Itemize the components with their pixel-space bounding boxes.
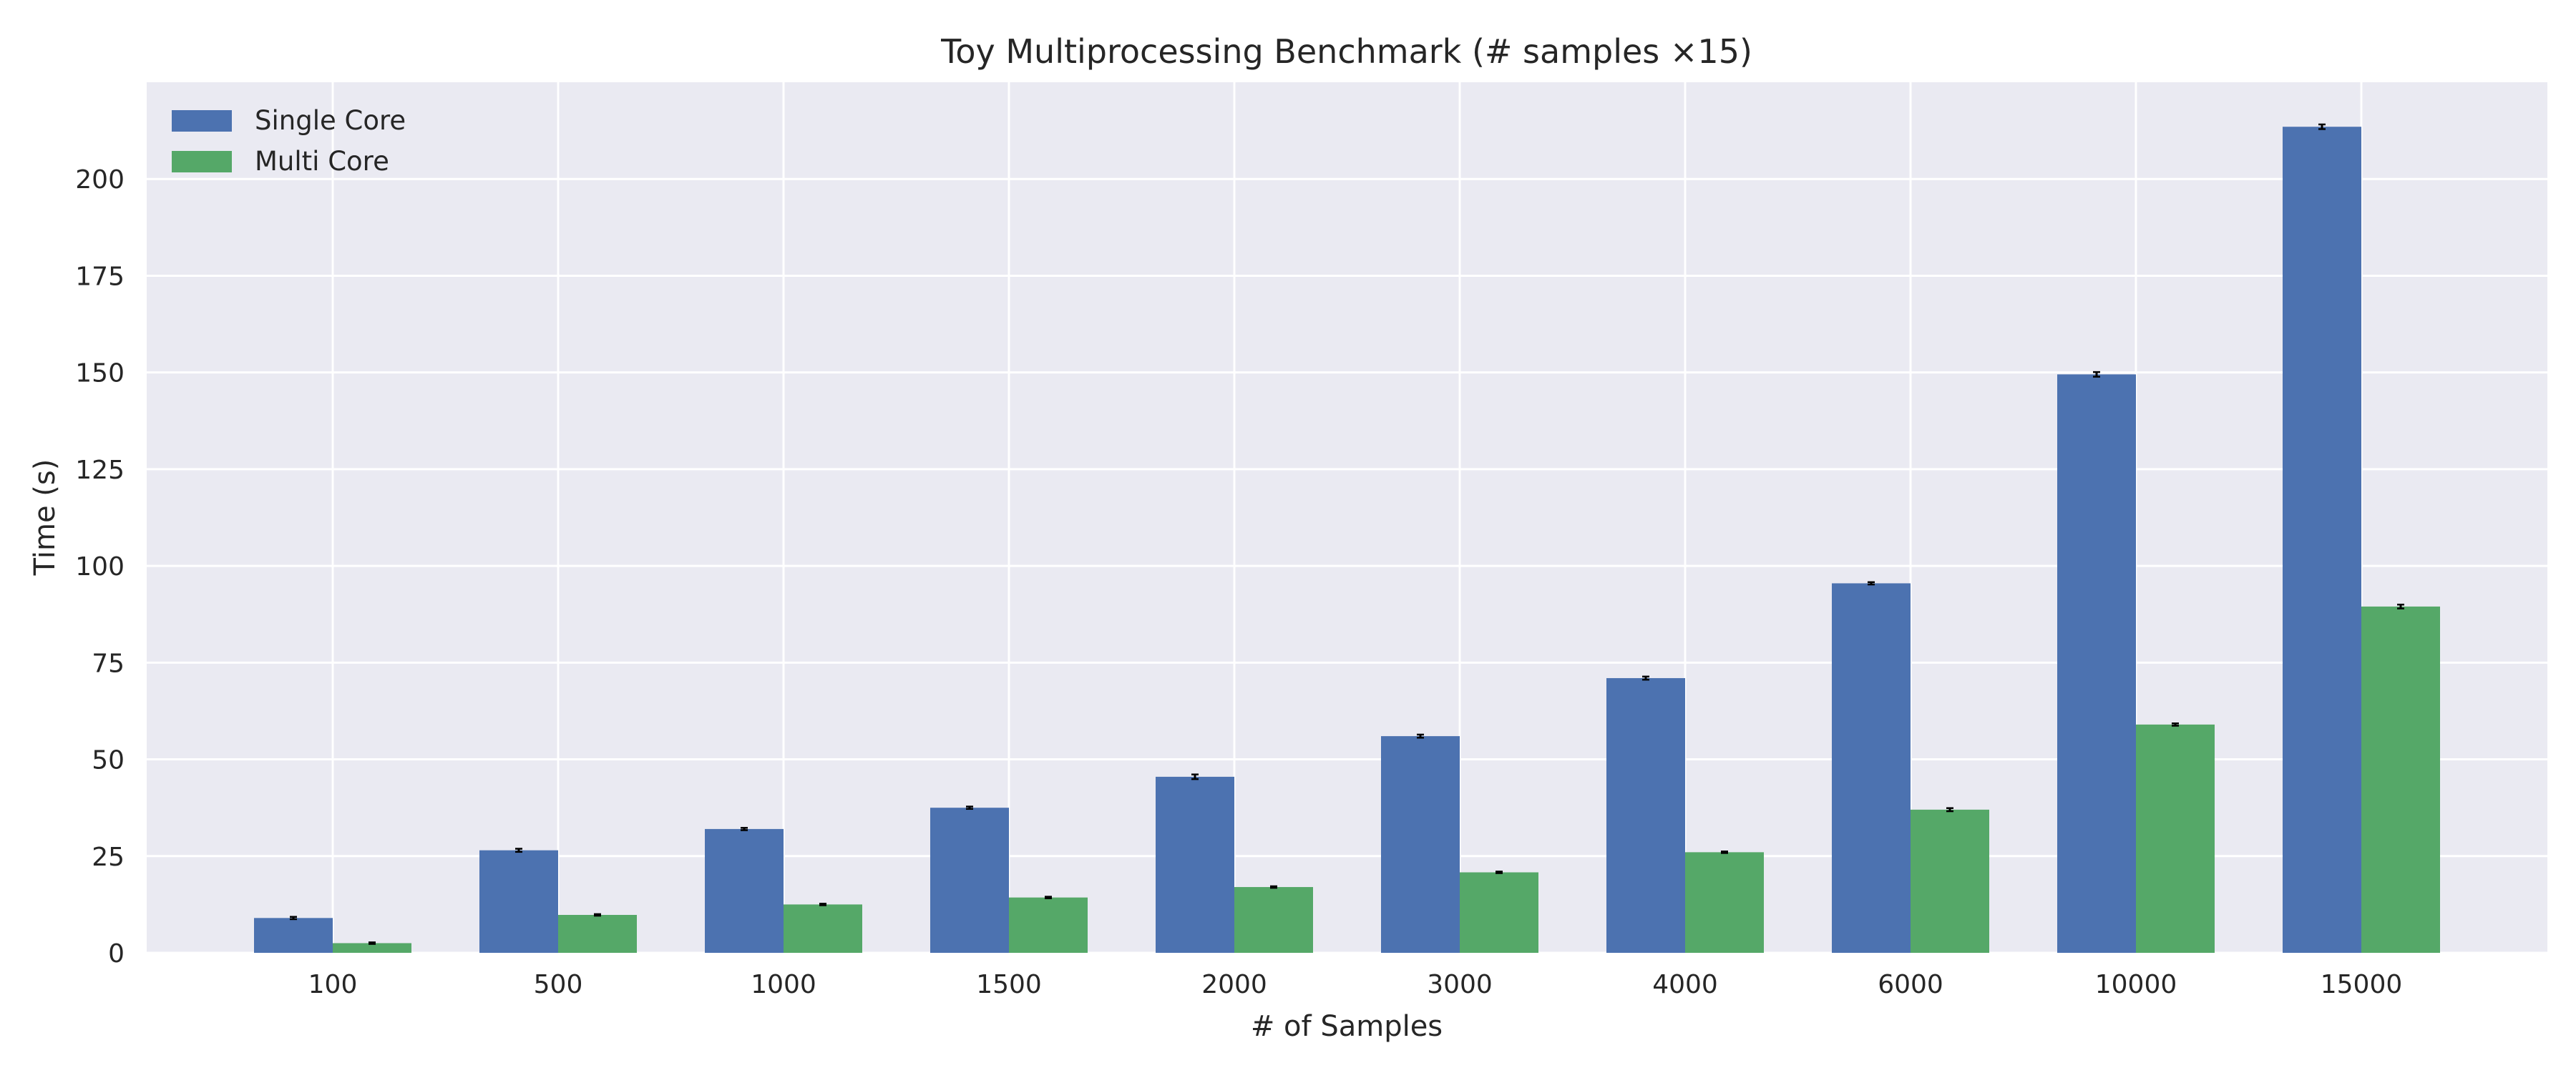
bar-multi-core-1000 [784, 904, 862, 953]
x-axis-label: # of Samples [1251, 1010, 1443, 1043]
bar-single-core-15000 [2283, 127, 2361, 953]
x-tick-label: 1000 [751, 970, 816, 999]
x-tick-label: 15000 [2321, 970, 2403, 999]
bar-single-core-1000 [705, 828, 784, 953]
legend-entry-single-core: Single Core [172, 105, 406, 136]
x-tick-label: 500 [534, 970, 583, 999]
y-tick-label: 150 [75, 359, 125, 388]
x-tick-label: 1500 [976, 970, 1042, 999]
y-tick-label: 75 [92, 649, 125, 678]
bar-single-core-4000 [1606, 677, 1685, 953]
y-tick-label: 175 [75, 262, 125, 291]
x-tick-label: 100 [308, 970, 358, 999]
error-bars-layer [290, 123, 2404, 945]
legend-label-single-core: Single Core [255, 105, 406, 136]
chart-title: Toy Multiprocessing Benchmark (# samples… [940, 32, 1752, 71]
y-tick-label: 25 [92, 843, 125, 872]
bar-single-core-2000 [1156, 776, 1234, 953]
legend-swatch-single-core [172, 110, 232, 132]
bar-multi-core-15000 [2361, 606, 2440, 953]
bar-single-core-10000 [2057, 374, 2136, 953]
y-axis-label: Time (s) [29, 459, 62, 577]
x-tick-label: 4000 [1652, 970, 1718, 999]
bars-layer [254, 127, 2440, 953]
bar-multi-core-10000 [2136, 724, 2215, 953]
y-tick-label: 100 [75, 552, 125, 582]
bar-single-core-1500 [930, 808, 1009, 953]
legend-entry-multi-core: Multi Core [172, 146, 389, 177]
bar-single-core-100 [254, 918, 333, 953]
bar-multi-core-1500 [1009, 897, 1088, 953]
x-axis-ticks: 100 500 1000 1500 2000 3000 4000 6000 10000 15000 [308, 970, 2403, 999]
y-axis-ticks: 0 25 50 75 100 125 150 175 200 [75, 165, 125, 969]
y-tick-label: 0 [108, 939, 125, 969]
x-tick-label: 6000 [1878, 970, 1943, 999]
bar-single-core-3000 [1381, 736, 1460, 953]
x-tick-label: 10000 [2095, 970, 2177, 999]
bar-multi-core-2000 [1234, 887, 1313, 953]
bar-multi-core-100 [333, 943, 411, 953]
y-tick-label: 50 [92, 746, 125, 775]
bar-single-core-6000 [1832, 583, 1911, 953]
legend: Single Core Multi Core [172, 105, 406, 177]
y-tick-label: 125 [75, 456, 125, 485]
legend-swatch-multi-core [172, 151, 232, 172]
bar-multi-core-500 [558, 914, 637, 953]
x-tick-label: 3000 [1427, 970, 1493, 999]
bar-multi-core-4000 [1685, 852, 1764, 953]
legend-label-multi-core: Multi Core [255, 146, 389, 177]
y-tick-label: 200 [75, 165, 125, 195]
bar-single-core-500 [479, 850, 558, 953]
bar-multi-core-3000 [1460, 872, 1538, 953]
x-tick-label: 2000 [1201, 970, 1267, 999]
bar-multi-core-6000 [1911, 809, 1989, 953]
